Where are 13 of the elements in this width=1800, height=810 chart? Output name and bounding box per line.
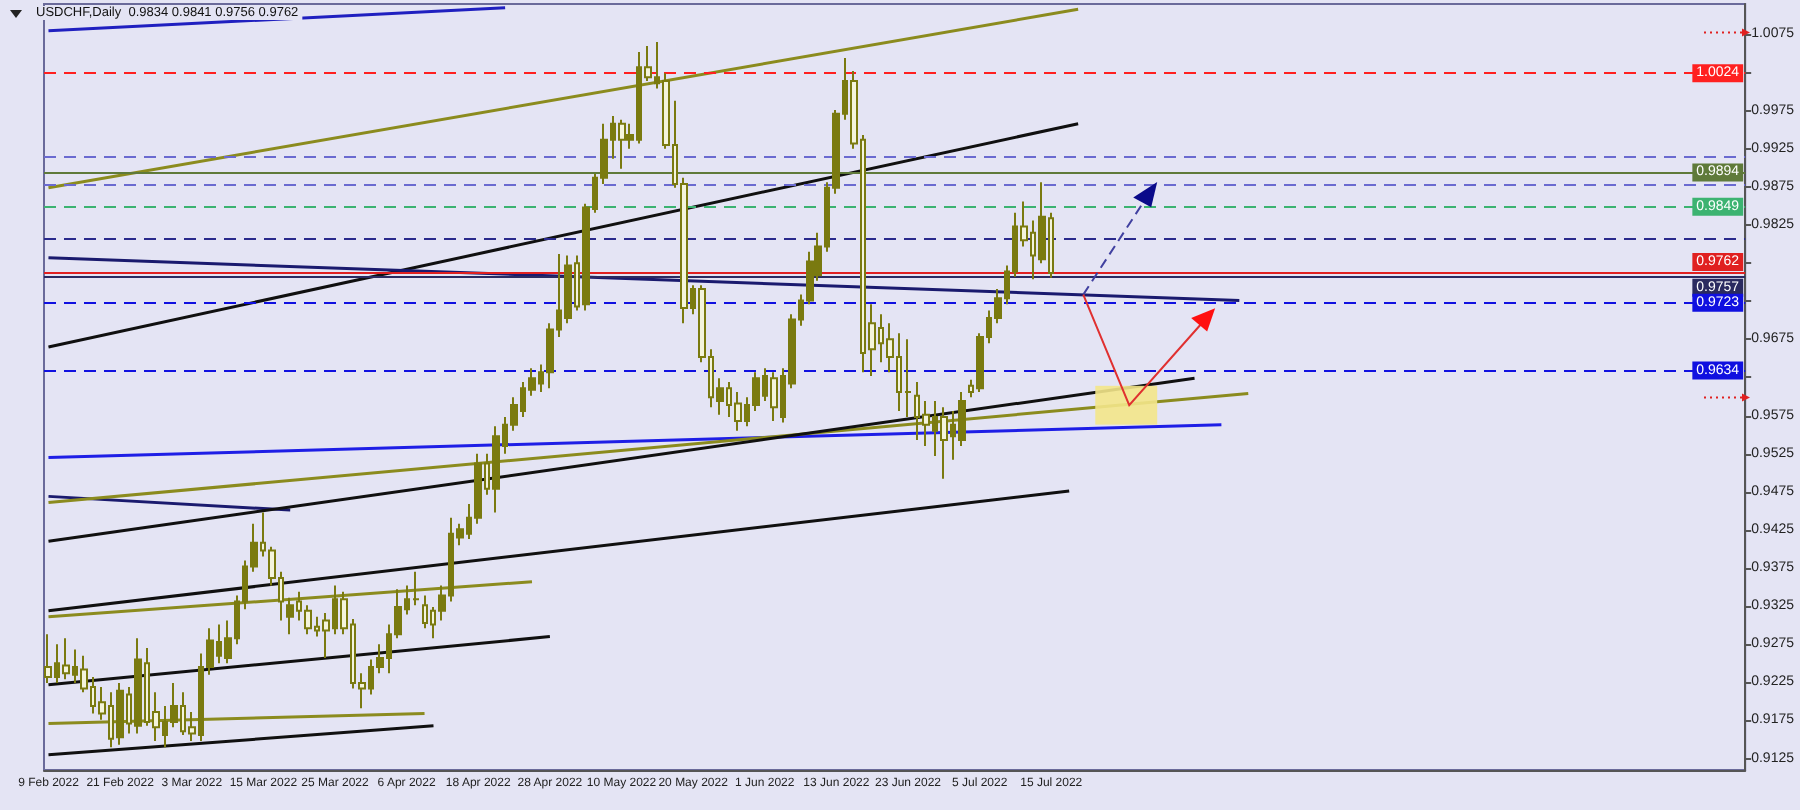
candlestick (62, 637, 70, 681)
candlestick (134, 637, 142, 735)
candlestick (412, 570, 420, 607)
candlestick (734, 390, 742, 432)
candlestick (492, 425, 500, 514)
candlestick (618, 118, 626, 170)
candlestick (286, 596, 294, 636)
candlestick (904, 338, 912, 419)
candlestick (44, 633, 52, 685)
candlestick (422, 594, 428, 630)
candlestick (770, 371, 778, 422)
candlestick (940, 406, 948, 480)
candlestick (116, 682, 124, 746)
